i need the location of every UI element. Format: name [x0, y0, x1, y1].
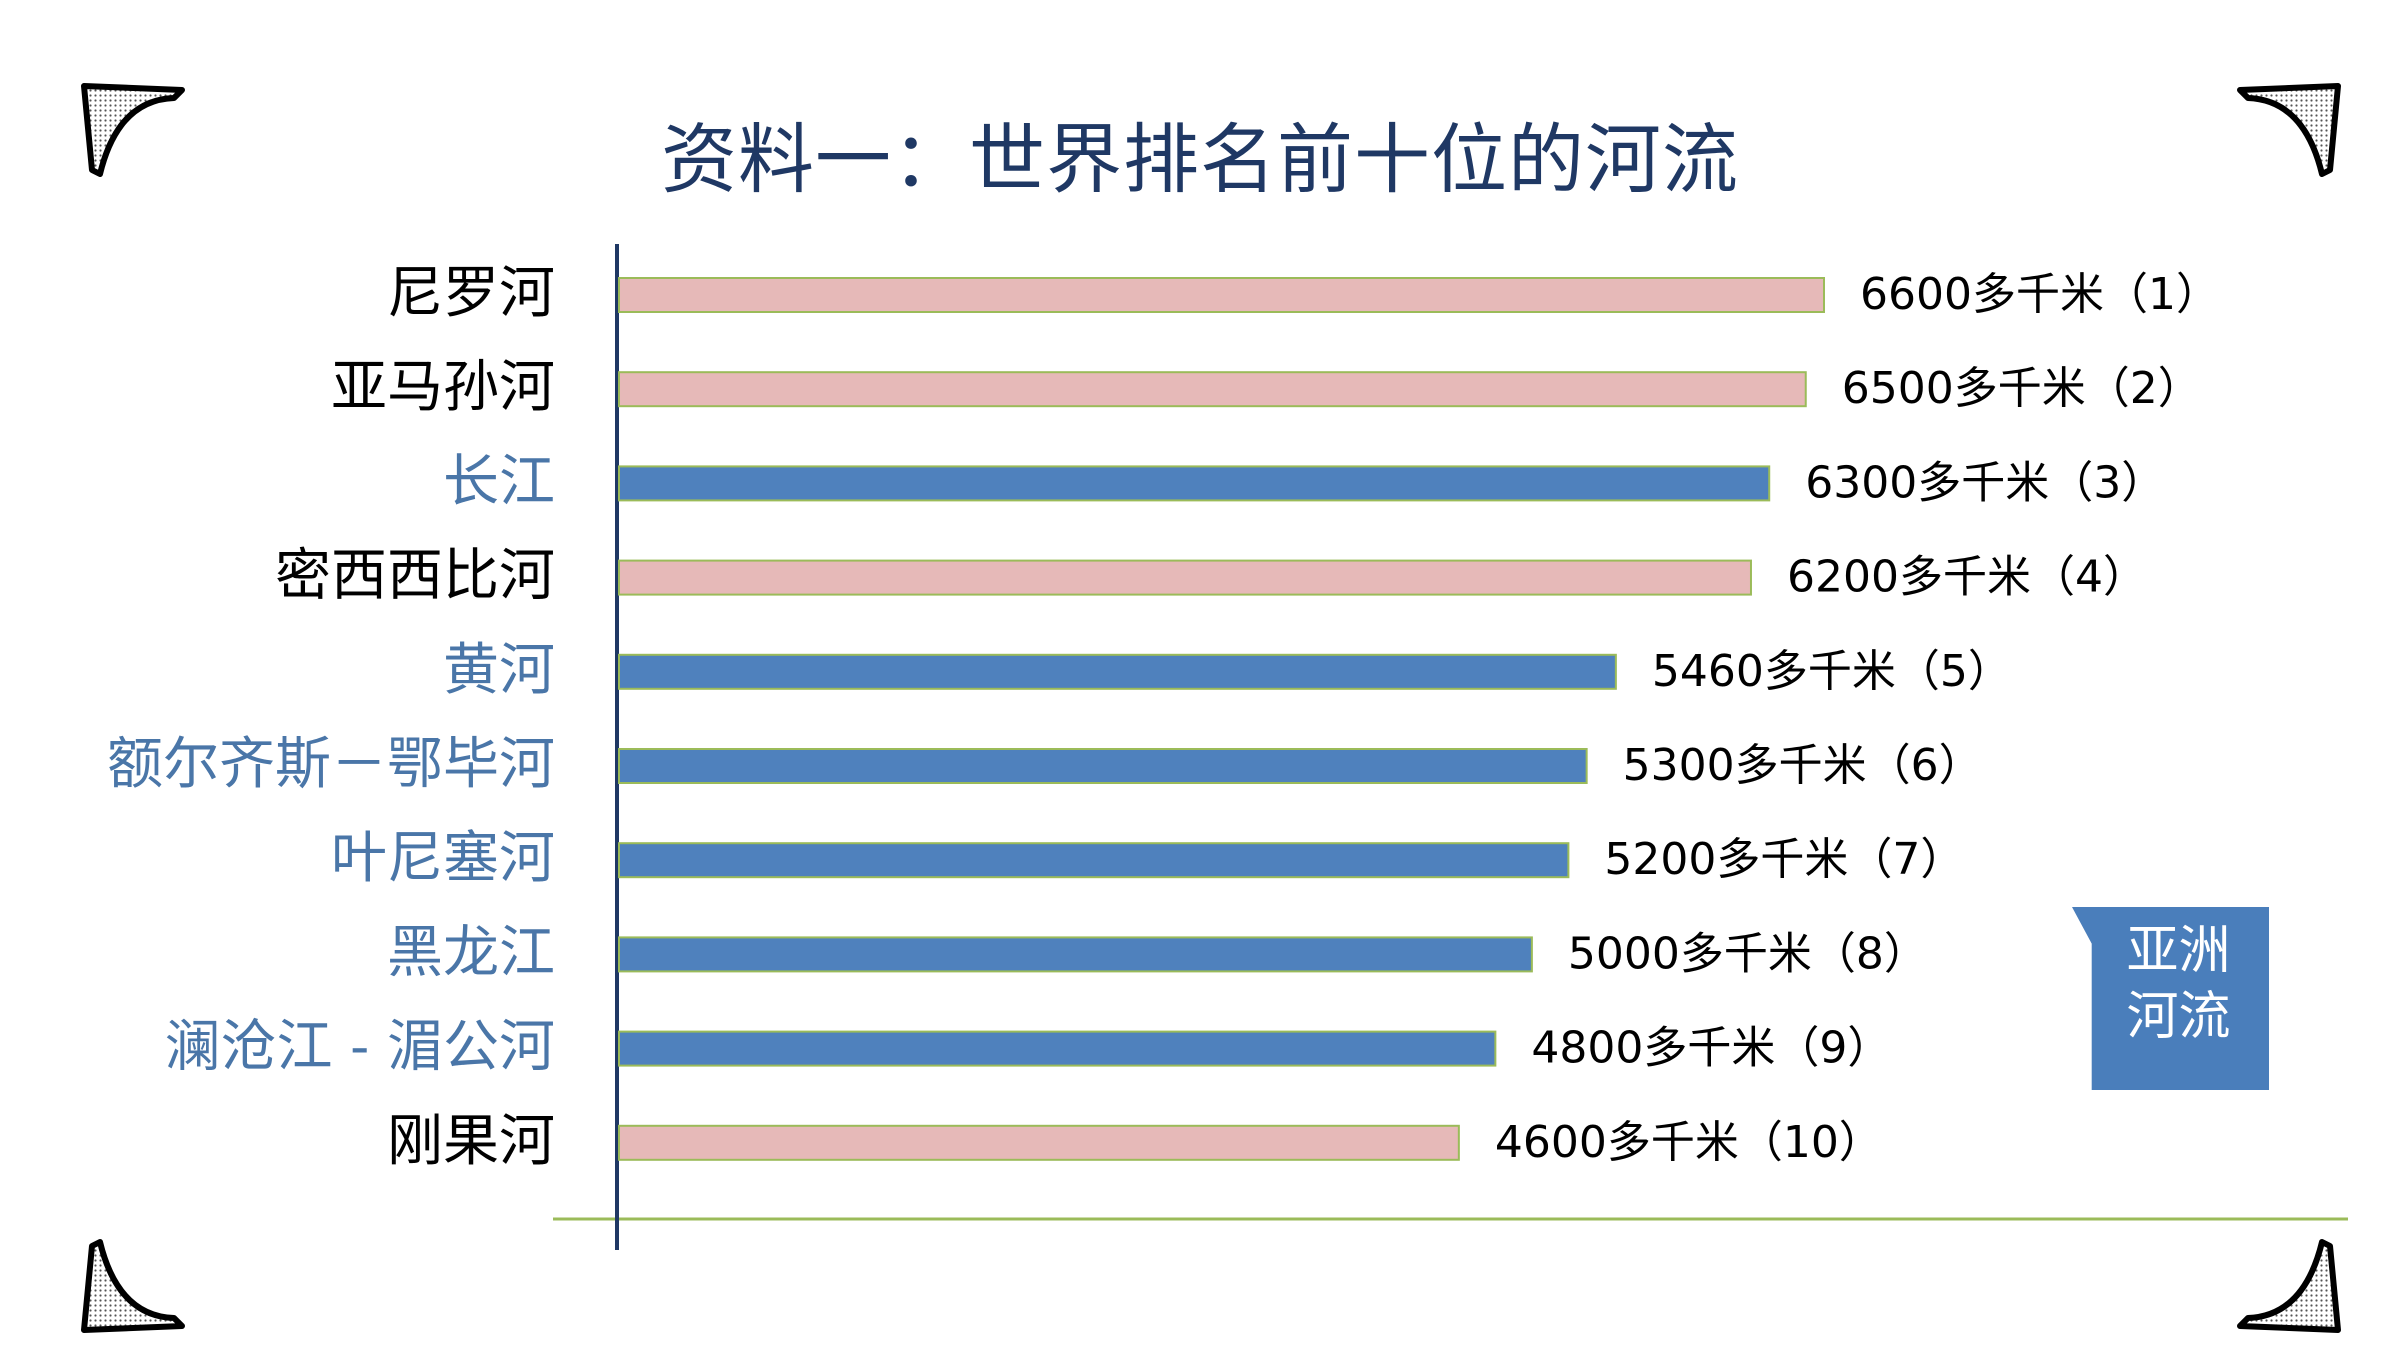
data-label: 6200多千米（4）: [1787, 552, 2147, 603]
data-label: 4600多千米（10）: [1495, 1117, 1883, 1168]
bottom-left-corner-bracket-icon: [81, 1239, 185, 1333]
data-label: 6600多千米（1）: [1860, 269, 2220, 320]
bar: [618, 1030, 1497, 1067]
bar: [618, 842, 1570, 879]
data-label: 6300多千米（3）: [1805, 457, 2165, 508]
category-label: 亚马孙河: [331, 355, 555, 420]
data-label: 6500多千米（2）: [1842, 363, 2202, 414]
bar: [618, 936, 1533, 973]
slide-title: 资料一：世界排名前十位的河流: [661, 115, 1739, 204]
category-label: 澜沧江 - 湄公河: [164, 1015, 555, 1080]
bar: [618, 371, 1807, 408]
top-left-corner-bracket-icon: [81, 83, 185, 177]
category-label: 叶尼塞河: [331, 826, 555, 891]
data-label: 5460多千米（5）: [1652, 646, 2012, 697]
category-label: 额尔齐斯－鄂毕河: [107, 732, 555, 797]
data-label: 5300多千米（6）: [1623, 740, 1983, 791]
category-label: 黑龙江: [387, 920, 555, 985]
bar: [618, 277, 1825, 313]
bar: [618, 465, 1771, 502]
top-right-corner-bracket-icon: [2237, 83, 2341, 177]
bar: [618, 748, 1588, 784]
asia-rivers-badge-label: 亚洲 河流: [2126, 921, 2231, 1047]
data-label: 4800多千米（9）: [1531, 1023, 1891, 1074]
data-label: 5000多千米（8）: [1568, 928, 1928, 979]
bar: [618, 559, 1752, 596]
bar: [618, 653, 1617, 690]
category-label: 黄河: [443, 638, 555, 703]
bar: [618, 1124, 1460, 1161]
bottom-right-corner-bracket-icon: [2237, 1239, 2341, 1333]
category-label: 长江: [443, 449, 555, 514]
asia-rivers-badge: [2072, 907, 2269, 1090]
category-label: 刚果河: [387, 1109, 555, 1174]
data-label: 5200多千米（7）: [1604, 834, 1964, 885]
category-label: 尼罗河: [387, 261, 555, 326]
category-label: 密西西比河: [275, 544, 555, 609]
